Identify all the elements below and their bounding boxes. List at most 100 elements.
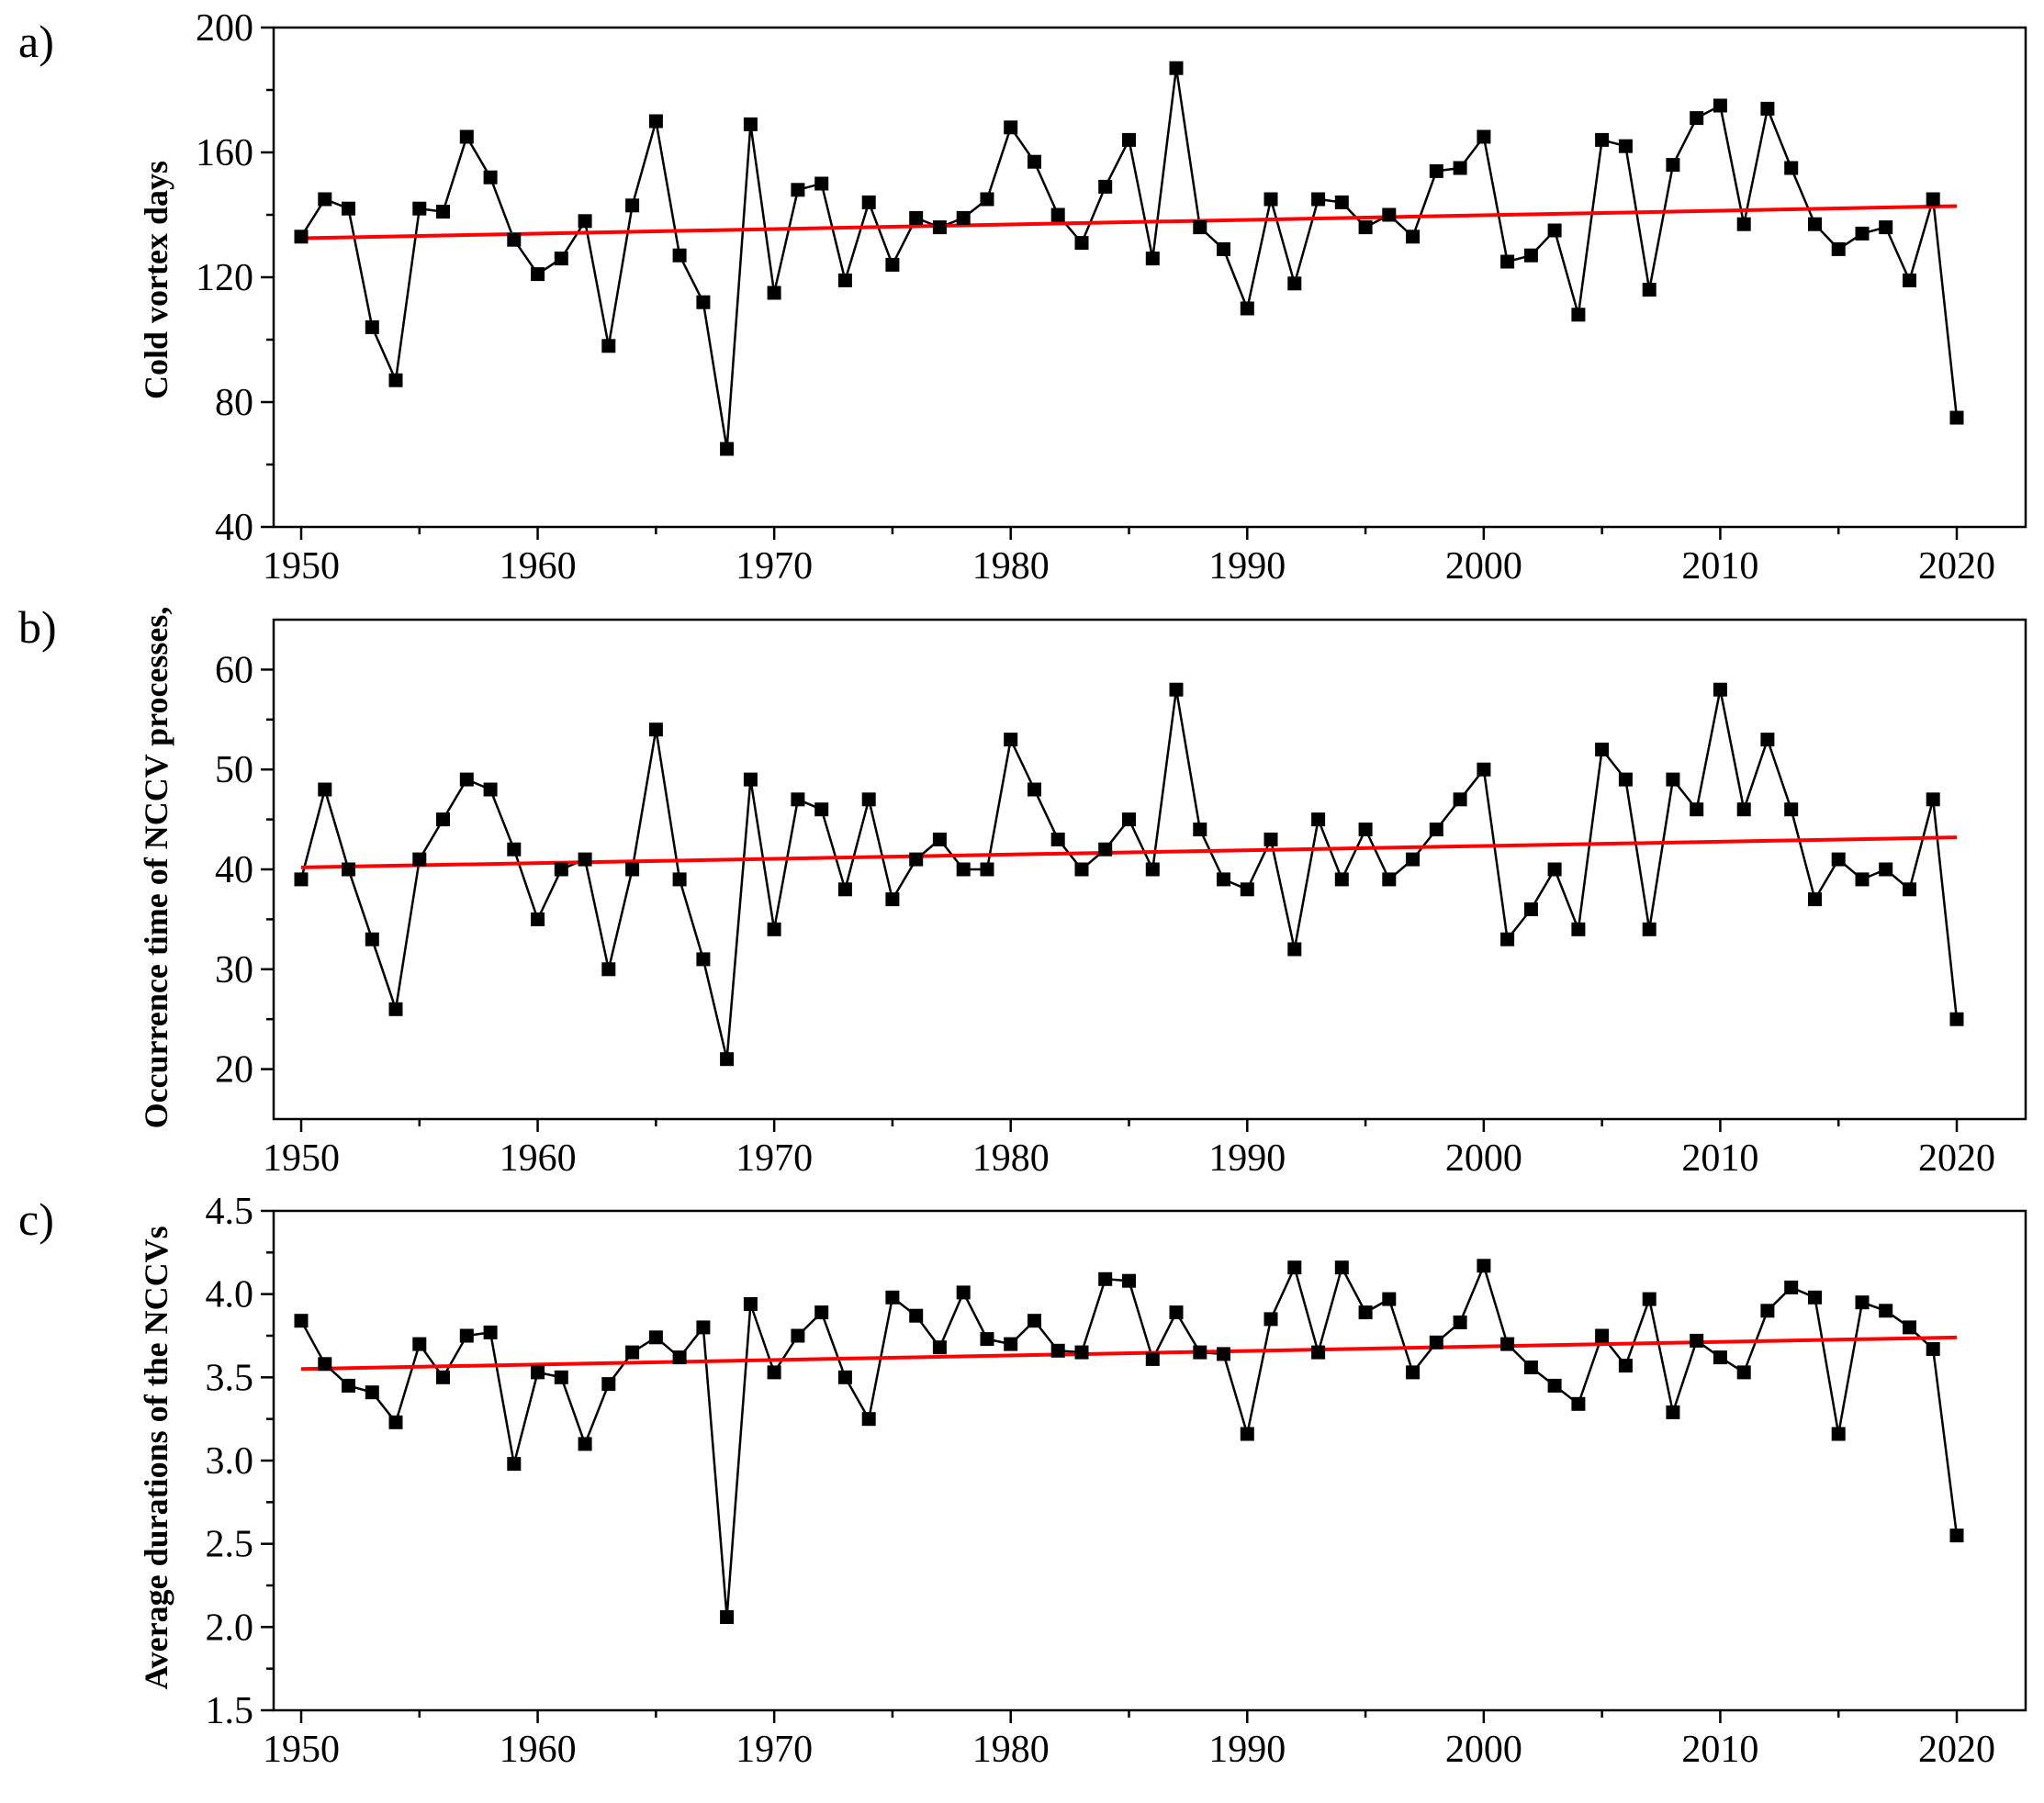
x-tick-label-a: 2010 bbox=[1681, 545, 1758, 588]
data-point-a bbox=[720, 442, 735, 456]
data-point-c bbox=[1145, 1351, 1160, 1366]
data-point-a bbox=[1311, 192, 1326, 207]
data-point-b bbox=[1500, 932, 1515, 946]
x-tick-label-b: 2000 bbox=[1445, 1137, 1522, 1180]
data-point-c bbox=[531, 1365, 545, 1380]
panel-b: b) Occurrence time of NCCV processes, 19… bbox=[18, 601, 2027, 1180]
trend-line-b bbox=[300, 835, 1958, 869]
data-point-c bbox=[365, 1385, 379, 1400]
data-point-c bbox=[814, 1305, 829, 1320]
y-tick-label-b: 30 bbox=[215, 949, 253, 991]
data-point-a bbox=[791, 183, 805, 197]
data-point-b bbox=[1217, 872, 1230, 887]
data-point-a bbox=[767, 286, 781, 300]
data-point-c bbox=[1287, 1260, 1302, 1275]
data-point-b bbox=[1406, 852, 1421, 867]
data-point-c bbox=[743, 1297, 758, 1311]
data-point-c bbox=[1193, 1345, 1207, 1360]
data-point-a bbox=[388, 373, 403, 387]
data-point-a bbox=[909, 210, 924, 225]
data-point-b bbox=[412, 852, 427, 867]
plot-area-c: 1950 1960 1970 1980 1990 2000 2010 2020 1.5 2.0 2.… bbox=[206, 1191, 2027, 1771]
data-point-a bbox=[1406, 230, 1421, 244]
y-tick-label-b: 50 bbox=[215, 749, 253, 791]
data-point-b bbox=[743, 772, 758, 787]
x-tick-label-a: 1960 bbox=[500, 545, 577, 588]
data-point-c bbox=[1713, 1350, 1727, 1365]
data-point-b bbox=[1453, 792, 1467, 807]
y-axis-label-b: Occurrence time of NCCV processes, bbox=[138, 607, 174, 1129]
data-point-c bbox=[1595, 1328, 1610, 1343]
data-point-a bbox=[1760, 101, 1775, 116]
x-tick-label-c: 1970 bbox=[736, 1729, 813, 1771]
data-point-a bbox=[1808, 217, 1822, 231]
data-point-c bbox=[1050, 1343, 1065, 1358]
data-point-a bbox=[1004, 120, 1018, 135]
data-point-a bbox=[342, 201, 355, 216]
data-point-b bbox=[342, 862, 355, 877]
data-point-a bbox=[861, 195, 876, 209]
y-axis-label-a: Cold vortex days bbox=[138, 161, 174, 399]
data-point-b bbox=[1074, 862, 1089, 877]
y-tick-label-c: 3.5 bbox=[206, 1357, 254, 1399]
data-point-a bbox=[1595, 132, 1610, 147]
x-tick-label-c: 1950 bbox=[263, 1729, 340, 1771]
data-point-a bbox=[1453, 161, 1467, 175]
trend-line-a bbox=[300, 204, 1958, 241]
data-point-a bbox=[1358, 220, 1373, 235]
data-point-b bbox=[1122, 812, 1136, 827]
data-point-a bbox=[980, 192, 994, 207]
x-tick-label-c: 2020 bbox=[1918, 1729, 1995, 1771]
data-point-c bbox=[459, 1328, 474, 1343]
data-point-b bbox=[814, 802, 829, 817]
data-point-a bbox=[1831, 241, 1846, 256]
data-point-b bbox=[1334, 872, 1349, 887]
data-point-c bbox=[1004, 1337, 1018, 1351]
x-tick-label-b: 2020 bbox=[1918, 1137, 1995, 1180]
data-point-b bbox=[1169, 682, 1184, 697]
plot-area-b: 1950 1960 1970 1980 1990 2000 2010 202020304050… bbox=[215, 618, 2027, 1180]
data-point-a bbox=[743, 117, 758, 131]
data-point-a bbox=[1642, 283, 1657, 297]
data-point-b bbox=[767, 922, 781, 936]
y-tick-label-c: 4.5 bbox=[206, 1191, 254, 1233]
data-point-b bbox=[1050, 832, 1065, 846]
data-point-b bbox=[294, 872, 309, 887]
data-point-b bbox=[578, 852, 592, 867]
panel-a: a) Cold vortex days 1950 1960 1970 1980 1990… bbox=[18, 7, 2027, 588]
data-point-a bbox=[1713, 98, 1727, 113]
data-point-c bbox=[980, 1332, 994, 1347]
data-point-c bbox=[1618, 1359, 1633, 1373]
data-point-b bbox=[1523, 902, 1538, 916]
data-point-c bbox=[861, 1412, 876, 1427]
x-tick-label-b: 1970 bbox=[736, 1137, 813, 1180]
data-point-a bbox=[318, 192, 332, 207]
data-point-b bbox=[1571, 922, 1586, 936]
data-point-b bbox=[1028, 782, 1041, 797]
data-point-c bbox=[625, 1345, 640, 1360]
data-point-c bbox=[1240, 1427, 1254, 1441]
data-point-b bbox=[1784, 802, 1799, 817]
data-point-c bbox=[436, 1370, 450, 1384]
y-tick-label-b: 20 bbox=[215, 1049, 253, 1092]
x-tick-label-a: 1990 bbox=[1208, 545, 1286, 588]
data-point-a bbox=[1074, 236, 1089, 251]
data-point-b bbox=[1193, 823, 1207, 836]
data-point-a bbox=[1263, 192, 1278, 207]
x-tick-label-b: 1960 bbox=[500, 1137, 577, 1180]
data-point-c bbox=[1098, 1271, 1113, 1286]
data-point-a bbox=[956, 210, 971, 225]
data-point-b bbox=[1903, 882, 1916, 897]
data-point-c bbox=[1760, 1304, 1775, 1318]
data-point-c bbox=[578, 1437, 592, 1451]
data-point-a bbox=[1429, 163, 1443, 178]
data-point-b bbox=[1926, 792, 1940, 807]
data-point-c bbox=[720, 1610, 735, 1624]
data-point-c bbox=[1334, 1260, 1349, 1275]
data-point-a bbox=[531, 267, 545, 282]
data-point-c bbox=[1903, 1320, 1916, 1335]
x-tick-label-c: 1990 bbox=[1208, 1729, 1286, 1771]
data-point-b bbox=[648, 722, 663, 737]
data-point-a bbox=[601, 339, 616, 353]
